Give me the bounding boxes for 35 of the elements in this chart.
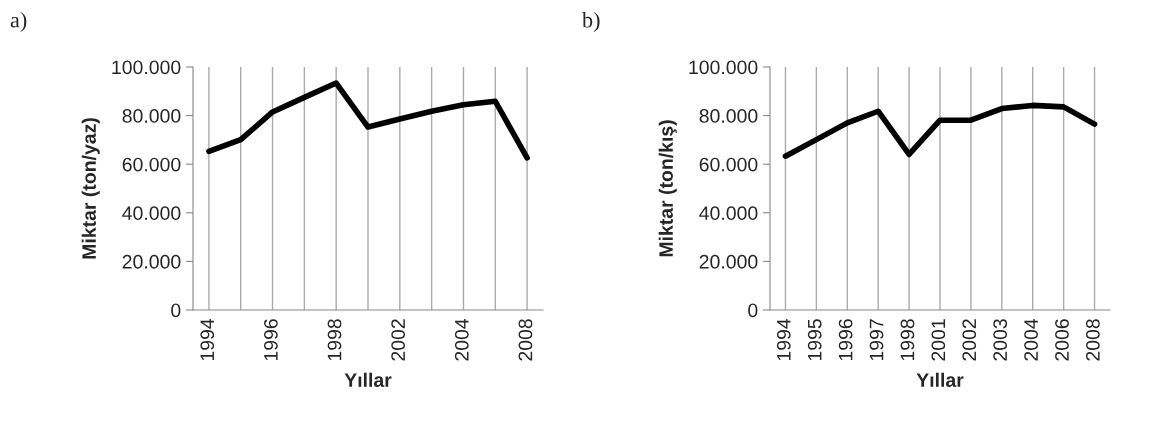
x-tick-label: 2003 xyxy=(993,319,1008,361)
x-tick-label: 1995 xyxy=(807,319,822,361)
x-tick-label: 2002 xyxy=(962,319,977,361)
y-tick-label: 40.000 xyxy=(122,206,181,221)
x-axis-title: Yıllar xyxy=(344,372,392,387)
text: a) xyxy=(10,11,27,33)
x-tick-label: 1997 xyxy=(869,319,884,361)
y-tick-label: 60.000 xyxy=(699,157,758,172)
x-axis-title: Yıllar xyxy=(916,372,964,387)
x-tick-label: 2002 xyxy=(391,319,406,361)
y-tick-label: 100.000 xyxy=(112,60,181,75)
y-tick-label: 60.000 xyxy=(122,157,181,172)
y-tick-label: 0 xyxy=(748,303,758,318)
y-tick-label: 100.000 xyxy=(689,60,758,75)
x-tick-label: 1998 xyxy=(900,319,915,361)
y-tick-label: 80.000 xyxy=(122,109,181,123)
x-tick-label: 2001 xyxy=(931,319,946,361)
y-tick-label: 20.000 xyxy=(699,254,758,269)
x-tick-label: 2004 xyxy=(454,318,469,361)
x-tick-label: 2008 xyxy=(1086,319,1100,361)
y-axis-title: Miktar (ton/yaz) xyxy=(81,118,100,259)
x-tick-label: 2004 xyxy=(1024,318,1038,361)
text: b) xyxy=(582,11,600,33)
y-tick-label: 0 xyxy=(171,303,181,318)
x-tick-label: 1998 xyxy=(327,319,342,361)
x-tick-label: 1996 xyxy=(264,319,278,361)
x-tick-label: 1994 xyxy=(776,318,791,361)
y-tick-label: 40.000 xyxy=(699,206,758,221)
y-tick-label: 80.000 xyxy=(699,109,758,123)
x-tick-label: 1994 xyxy=(200,318,215,361)
x-tick-label: 1996 xyxy=(838,319,853,361)
y-tick-label: 20.000 xyxy=(122,254,181,269)
x-tick-label: 2006 xyxy=(1055,319,1069,361)
y-axis-title: Miktar (ton/kış) xyxy=(658,120,677,257)
x-tick-label: 2008 xyxy=(518,319,533,361)
